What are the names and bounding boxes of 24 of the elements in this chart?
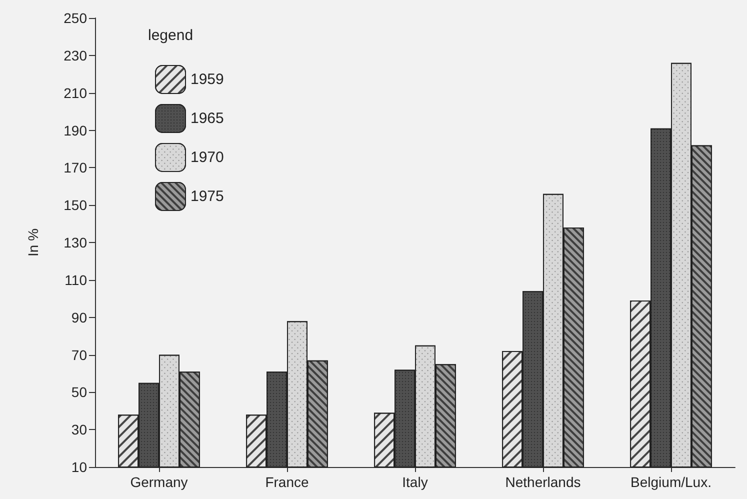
y-tick-label: 70 bbox=[71, 346, 88, 363]
legend-title: legend bbox=[148, 27, 194, 44]
legend-label: 1959 bbox=[190, 71, 224, 88]
y-tick-label: 110 bbox=[64, 272, 88, 288]
legend-label: 1970 bbox=[190, 149, 224, 166]
y-axis-title: In % bbox=[25, 228, 41, 257]
y-tick-label: 150 bbox=[64, 197, 88, 214]
y-tick-label: 230 bbox=[64, 47, 88, 64]
y-tick-label: 190 bbox=[64, 122, 88, 138]
x-tick-label: Belgium/Lux. bbox=[630, 474, 712, 490]
legend-label: 1975 bbox=[190, 188, 224, 205]
x-tick-label: Italy bbox=[402, 474, 428, 490]
x-tick-label: France bbox=[265, 474, 309, 490]
y-tick-label: 210 bbox=[64, 84, 88, 101]
y-tick-label: 30 bbox=[71, 422, 88, 438]
y-tick-label: 10 bbox=[71, 459, 88, 475]
legend-label: 1965 bbox=[190, 110, 224, 127]
x-tick-label: Netherlands bbox=[505, 474, 581, 490]
y-tick-label: 170 bbox=[64, 160, 88, 176]
x-tick-label: Germany bbox=[130, 474, 188, 490]
y-tick-label: 130 bbox=[64, 234, 88, 250]
y-tick-label: 250 bbox=[64, 10, 88, 26]
y-tick-label: 50 bbox=[71, 384, 88, 400]
y-tick-label: 90 bbox=[71, 309, 88, 326]
